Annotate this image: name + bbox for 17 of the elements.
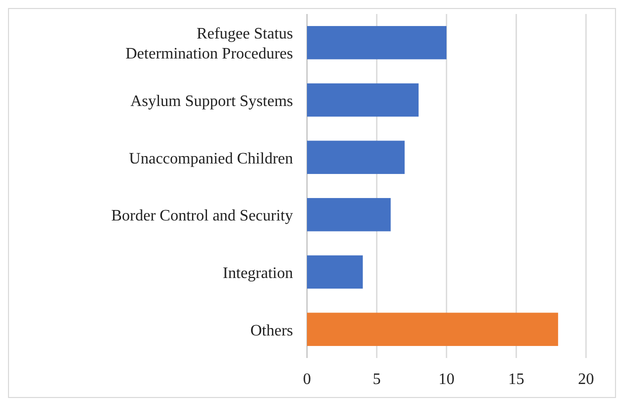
- y-tick-label: Refugee Status Determination Procedures: [126, 26, 293, 63]
- x-tick-label: 0: [303, 371, 311, 388]
- bar: [307, 255, 363, 289]
- bar: [307, 140, 405, 174]
- y-tick-label: Integration: [222, 265, 293, 282]
- x-tick-label: 10: [438, 371, 454, 388]
- y-tick-label: Others: [250, 322, 293, 340]
- bar: [307, 26, 446, 60]
- bar: [307, 312, 558, 346]
- bar: [307, 198, 391, 232]
- x-tick-label: 15: [508, 371, 524, 388]
- bar: [307, 83, 419, 117]
- x-tick-label: 20: [578, 371, 594, 388]
- y-tick-label: Asylum Support Systems: [130, 93, 293, 110]
- y-tick-label: Unaccompanied Children: [129, 150, 293, 168]
- x-tick-label: 5: [372, 371, 381, 388]
- y-tick-label: Border Control and Security: [111, 208, 293, 225]
